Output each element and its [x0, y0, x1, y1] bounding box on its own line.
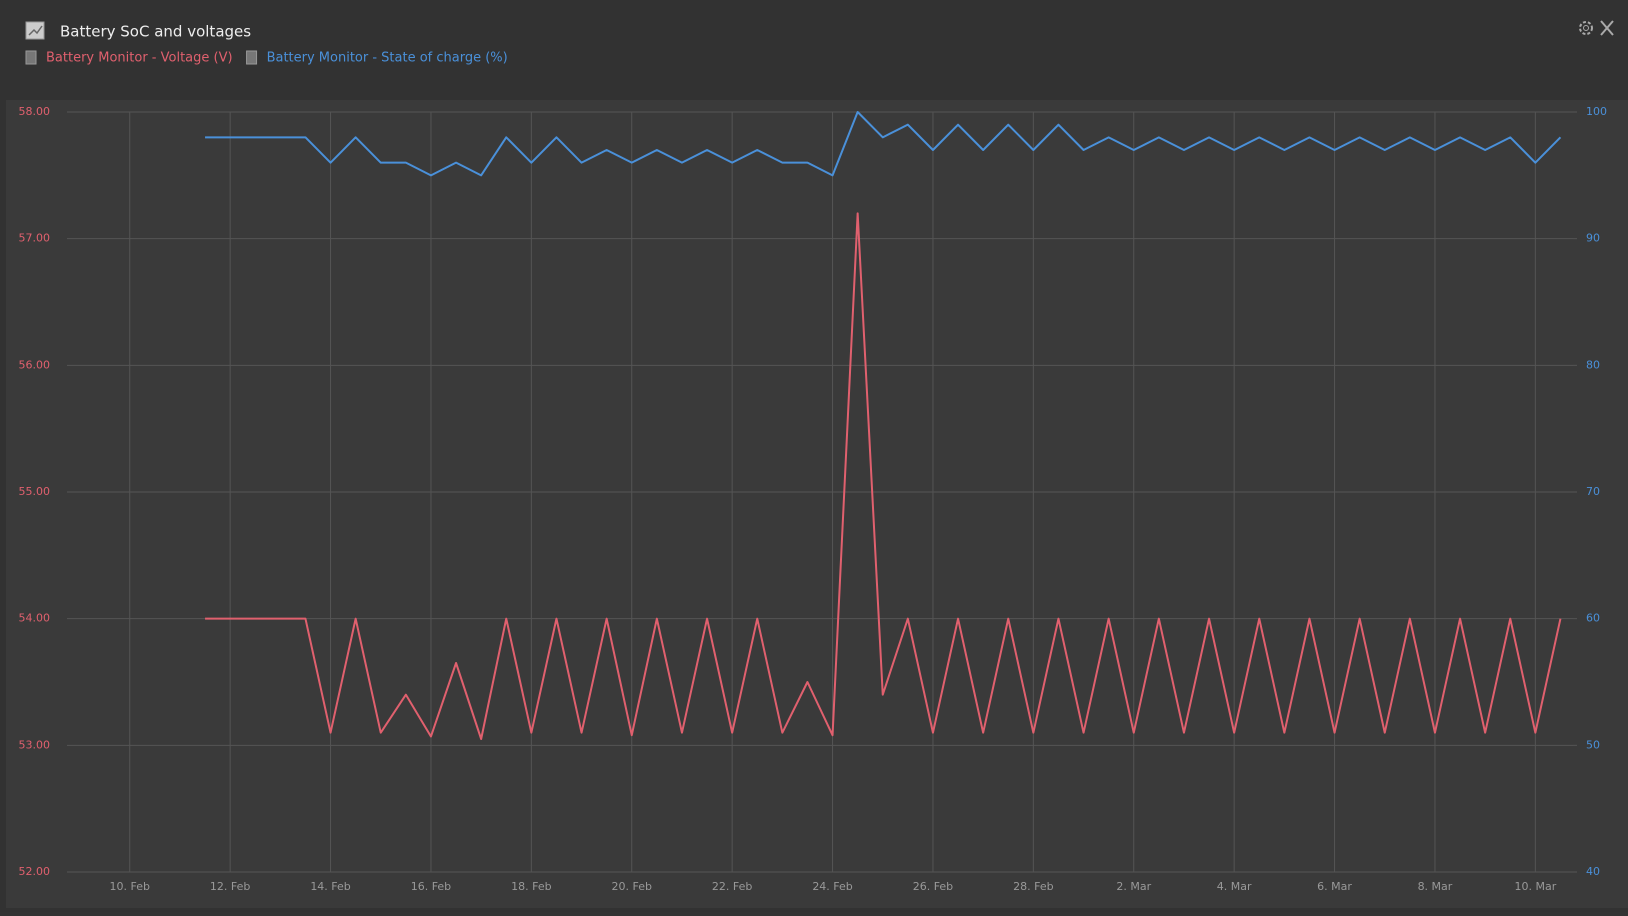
x-tick-label: 6. Mar [1317, 880, 1352, 893]
y2-tick-label: 80 [1586, 358, 1600, 371]
collapse-icon[interactable] [1600, 20, 1614, 36]
y-tick-label: 58.00 [19, 105, 51, 118]
series-line [205, 111, 1562, 177]
legend: Battery Monitor - Voltage (V) Battery Mon… [25, 50, 508, 66]
y2-tick-label: 60 [1586, 612, 1600, 625]
x-tick-label: 10. Feb [110, 880, 150, 893]
y2-tick-label: 90 [1586, 232, 1600, 245]
x-tick-label: 16. Feb [411, 880, 451, 893]
chart-title: Battery SoC and voltages [60, 23, 251, 41]
legend-label: Battery Monitor - State of charge (%) [267, 51, 508, 66]
x-tick-label: 2. Mar [1116, 880, 1151, 893]
y-tick-label: 55.00 [19, 485, 51, 498]
x-tick-label: 18. Feb [511, 880, 551, 893]
x-tick-label: 28. Feb [1013, 880, 1053, 893]
x-tick-label: 20. Feb [612, 880, 652, 893]
x-tick-label: 8. Mar [1418, 880, 1453, 893]
x-tick-label: 22. Feb [712, 880, 752, 893]
y-tick-label: 52.00 [19, 865, 51, 878]
y-tick-label: 57.00 [19, 232, 51, 245]
y-tick-label: 54.00 [19, 612, 51, 625]
x-tick-label: 10. Mar [1514, 880, 1556, 893]
legend-label: Battery Monitor - Voltage (V) [46, 51, 233, 66]
chart-icon [25, 21, 45, 40]
settings-icon[interactable] [1579, 21, 1593, 35]
legend-icon [25, 50, 37, 65]
y2-tick-label: 50 [1586, 738, 1600, 751]
y2-tick-label: 70 [1586, 485, 1600, 498]
y-tick-label: 56.00 [19, 358, 51, 371]
x-tick-label: 24. Feb [812, 880, 852, 893]
legend-icon [246, 50, 258, 65]
x-tick-label: 26. Feb [913, 880, 953, 893]
y-tick-label: 53.00 [19, 738, 51, 751]
y2-tick-label: 40 [1586, 865, 1600, 878]
x-tick-label: 12. Feb [210, 880, 250, 893]
x-tick-label: 4. Mar [1217, 880, 1252, 893]
y2-tick-label: 100 [1586, 105, 1607, 118]
series-line [205, 212, 1562, 740]
plot-background [6, 100, 1628, 908]
x-tick-label: 14. Feb [310, 880, 350, 893]
